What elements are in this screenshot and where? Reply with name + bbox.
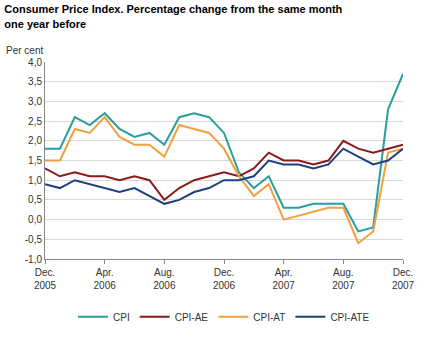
svg-text:Per cent: Per cent	[6, 45, 43, 56]
svg-text:3,5: 3,5	[28, 76, 42, 87]
svg-text:Consumer Price Index. Percenta: Consumer Price Index. Percentage change …	[4, 3, 342, 29]
svg-text:Apr.2006: Apr.2006	[94, 267, 117, 291]
svg-text:0,5: 0,5	[28, 194, 42, 205]
svg-text:Dec.2006: Dec.2006	[213, 267, 236, 291]
svg-text:Apr.2007: Apr.2007	[273, 267, 296, 291]
svg-text:Dec.2007: Dec.2007	[392, 267, 415, 291]
svg-text:Dec.2005: Dec.2005	[34, 267, 57, 291]
svg-text:2,5: 2,5	[28, 116, 42, 127]
svg-text:-0,5: -0,5	[25, 234, 43, 245]
svg-text:CPI: CPI	[113, 312, 130, 323]
svg-text:CPI-AT: CPI-AT	[253, 312, 285, 323]
svg-text:CPI-ATE: CPI-ATE	[330, 312, 369, 323]
svg-text:-1,0: -1,0	[25, 254, 43, 265]
svg-text:0,0: 0,0	[28, 214, 42, 225]
svg-text:2,0: 2,0	[28, 135, 42, 146]
svg-text:1,0: 1,0	[28, 175, 42, 186]
svg-text:1,5: 1,5	[28, 155, 42, 166]
svg-text:4,0: 4,0	[28, 57, 42, 68]
svg-text:3,0: 3,0	[28, 96, 42, 107]
svg-text:Aug.2007: Aug.2007	[332, 267, 355, 291]
svg-text:Aug.2006: Aug.2006	[153, 267, 176, 291]
svg-text:CPI-AE: CPI-AE	[175, 312, 209, 323]
